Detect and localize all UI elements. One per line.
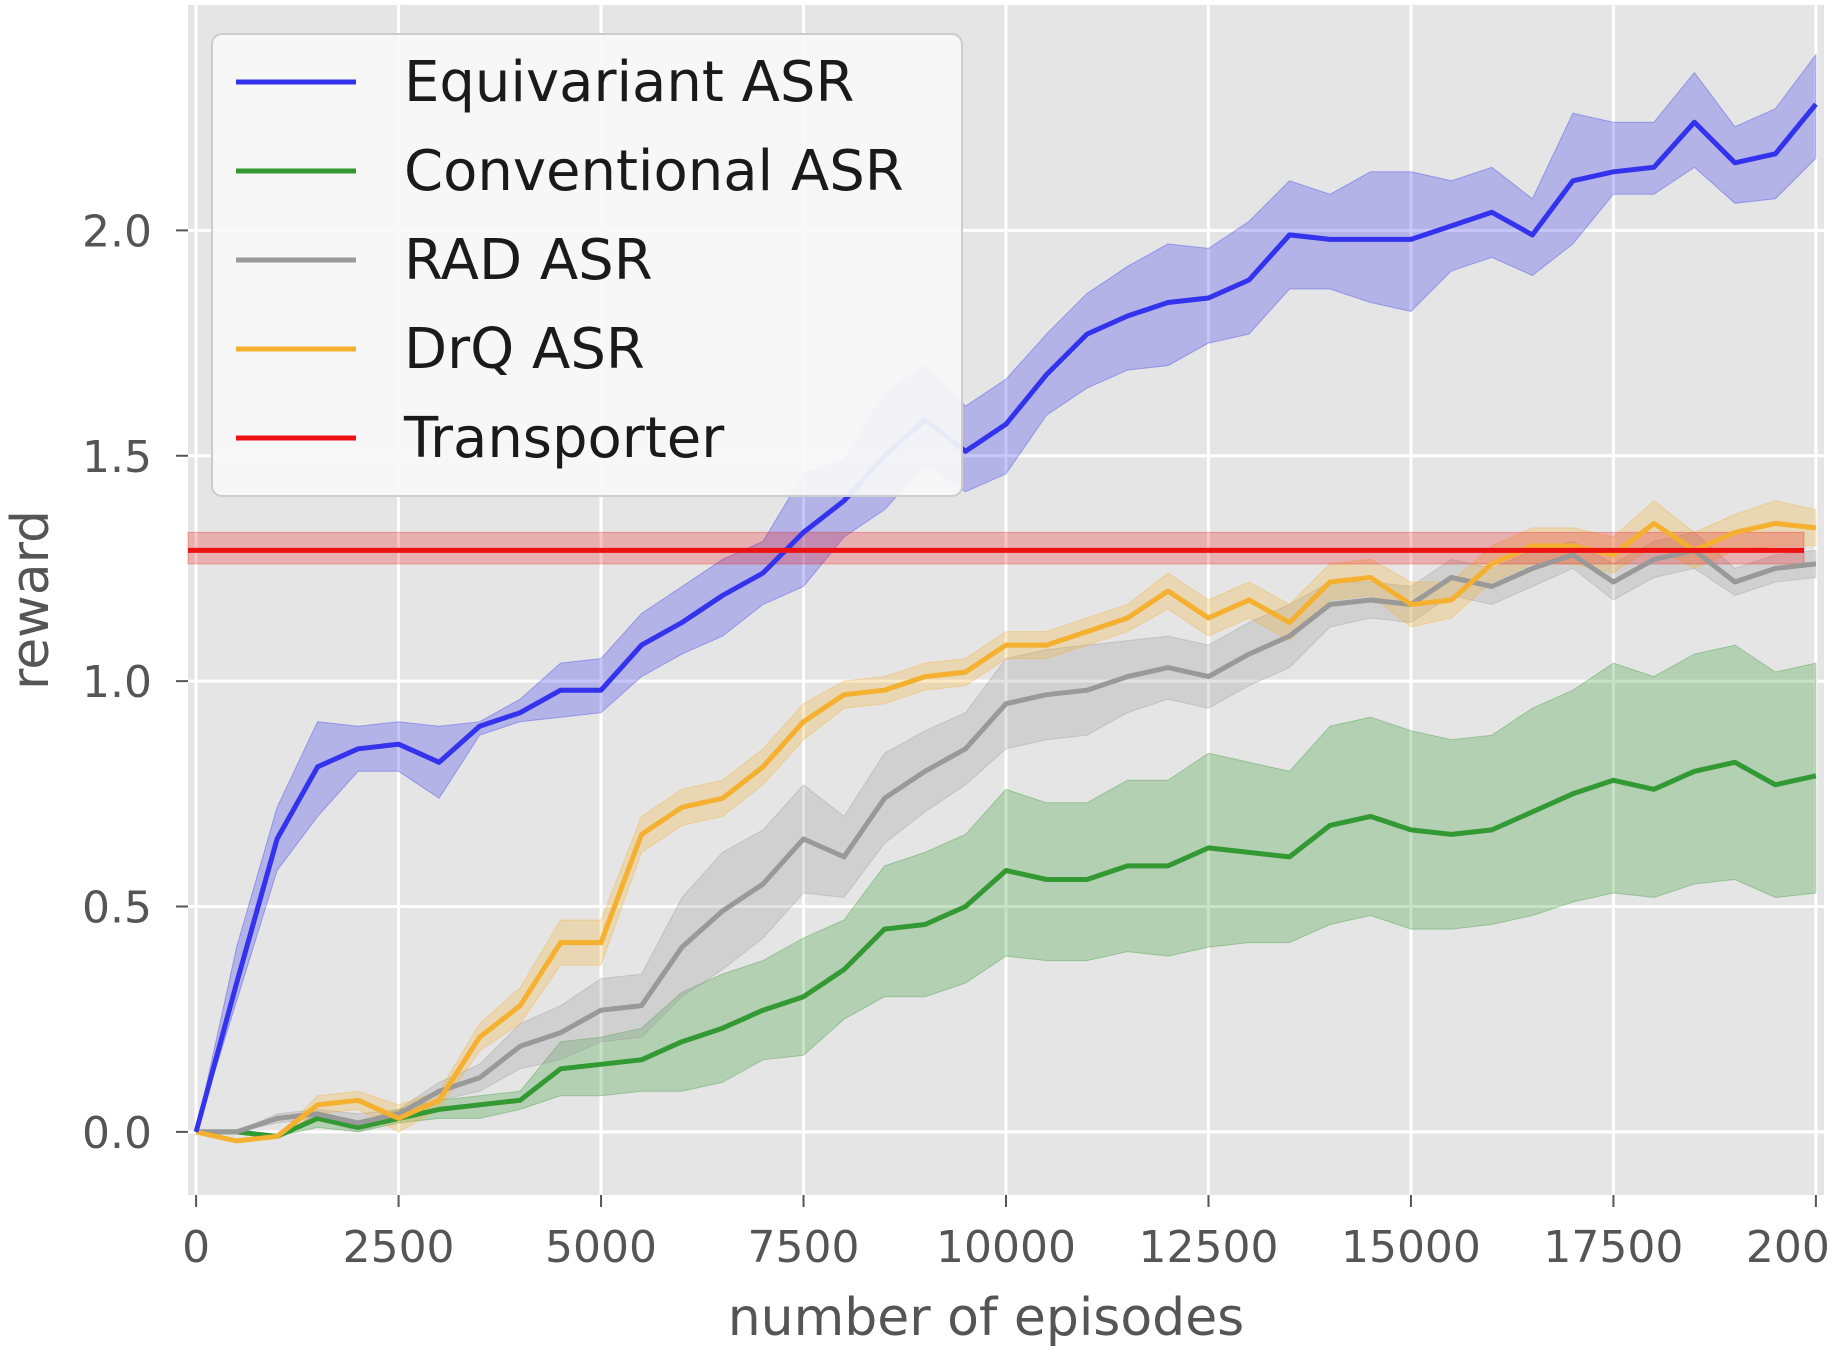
x-axis-title: number of episodes [728,1288,1245,1348]
y-tick-label-0: 0.0 [82,1108,152,1159]
x-tick-label-15000: 15000 [1341,1222,1481,1273]
legend-label-conventional-asr: Conventional ASR [404,139,904,204]
series-lines [188,102,1818,1144]
legend-box [211,33,963,497]
x-tick-label-2500: 2500 [343,1222,455,1273]
x-tick-label-0: 0 [182,1222,210,1273]
y-axis-ticks: 0.0 0.5 1.0 1.5 2.0 [82,206,188,1159]
x-axis-ticks: 0 2500 5000 7500 10000 12500 15000 17500 20000 [182,1195,1829,1273]
x-tick-label-5000: 5000 [545,1222,657,1273]
y-tick-label-4: 2.0 [82,206,152,257]
line-rad-asr [196,547,1817,1135]
line-drq-asr [195,520,1817,1144]
line-equivariant-asr [193,102,1818,1133]
y-tick-label-1: 0.5 [82,883,152,934]
x-tick-label-17500: 17500 [1543,1222,1683,1273]
legend-label-drq-asr: DrQ ASR [404,317,645,382]
legend-label-transporter: Transporter [403,406,725,471]
legend: Equivariant ASR Conventional ASR RAD ASR… [211,33,963,497]
x-tick-label-20000: 20000 [1746,1222,1829,1273]
y-tick-label-2: 1.0 [82,657,152,708]
x-tick-label-10000: 10000 [936,1222,1076,1273]
legend-label-rad-asr: RAD ASR [404,228,653,293]
y-tick-label-3: 1.5 [82,432,152,483]
x-tick-label-12500: 12500 [1138,1222,1278,1273]
y-axis-title: reward [1,510,61,690]
legend-label-equivariant-asr: Equivariant ASR [404,50,854,115]
line-conventional-asr [196,759,1817,1139]
x-tick-label-7500: 7500 [748,1222,860,1273]
